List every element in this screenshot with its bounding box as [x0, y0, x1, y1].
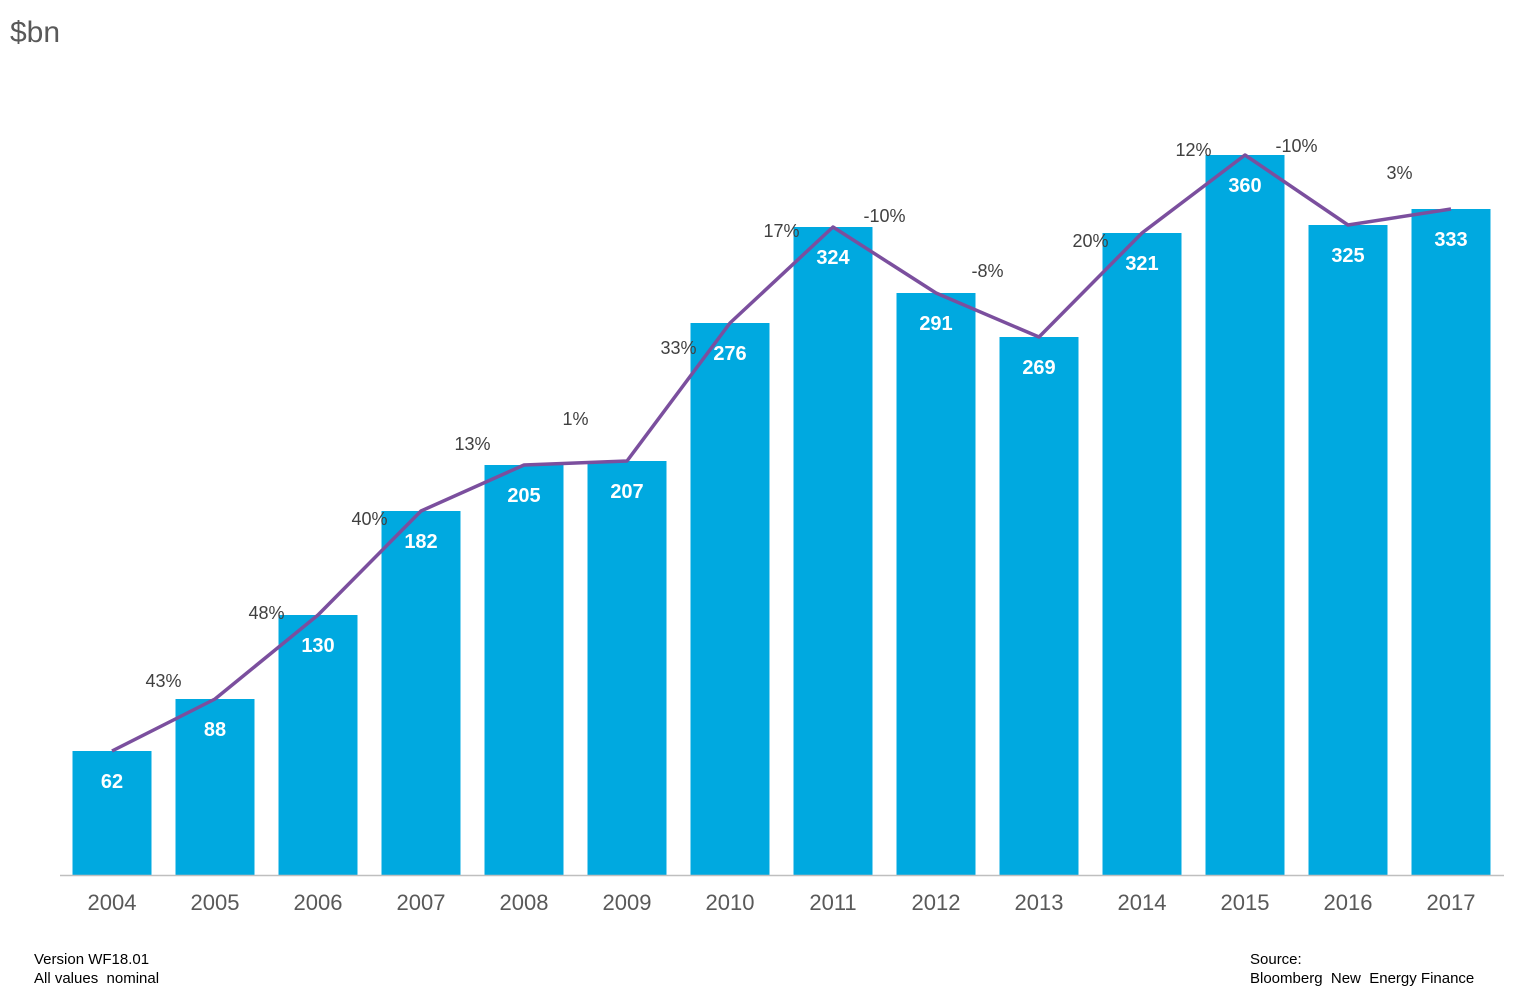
bar-2006 — [278, 615, 358, 875]
bar-value-label-2005: 88 — [204, 719, 226, 741]
bar-value-label-2011: 324 — [816, 247, 850, 269]
value-labels-group: 62 88 130 182 205 207 276 324 291 269 321 360 325 333 — [101, 175, 1468, 793]
x-tick-2012: 2012 — [912, 890, 961, 915]
bar-2015 — [1205, 155, 1285, 875]
x-tick-2009: 2009 — [603, 890, 652, 915]
bar-value-label-2004: 62 — [101, 771, 123, 793]
version-text: Version WF18.01 — [34, 951, 150, 968]
growth-labels-group: 43% 48% 40% 13% 1% 33% 17% -10% -8% 20% 12% -10% 3% — [145, 136, 1412, 691]
growth-label-2015: 12% — [1175, 140, 1211, 160]
x-tick-2014: 2014 — [1118, 890, 1167, 915]
bar-value-label-2012: 291 — [919, 313, 952, 335]
bar-2010 — [690, 323, 770, 875]
trend-line — [111, 153, 1452, 753]
growth-label-2016: -10% — [1275, 136, 1317, 156]
footer-notes: Version WF18.01 All values nominal — [34, 950, 159, 988]
bar-value-label-2016: 325 — [1331, 245, 1364, 267]
x-tick-2011: 2011 — [809, 890, 856, 915]
source-label: Source: — [1250, 951, 1302, 968]
bar-2013 — [999, 337, 1079, 875]
bar-2012 — [896, 293, 976, 875]
bar-2014 — [1102, 233, 1182, 875]
x-tick-2007: 2007 — [397, 890, 446, 915]
bar-2008 — [484, 465, 564, 875]
x-tick-2005: 2005 — [191, 890, 240, 915]
growth-label-2005: 43% — [145, 671, 181, 691]
bars-group — [72, 155, 1491, 875]
bar-value-label-2014: 321 — [1125, 253, 1158, 275]
bar-value-label-2007: 182 — [404, 531, 437, 553]
bar-value-label-2015: 360 — [1228, 175, 1261, 197]
x-axis: 2004 2005 2006 2007 2008 2009 2010 2011 2012 2013… — [60, 874, 1504, 915]
growth-label-2007: 40% — [351, 509, 387, 529]
bar-value-label-2013: 269 — [1022, 357, 1055, 379]
x-tick-2016: 2016 — [1324, 890, 1373, 915]
growth-label-2013: -8% — [971, 261, 1003, 281]
growth-label-2012: -10% — [863, 206, 905, 226]
trend-line-group — [111, 153, 1452, 753]
growth-label-2009: 1% — [562, 409, 588, 429]
bar-value-label-2009: 207 — [610, 481, 643, 503]
x-tick-2013: 2013 — [1015, 890, 1064, 915]
bar-2004 — [72, 751, 152, 875]
growth-label-2014: 20% — [1072, 231, 1108, 251]
growth-label-2006: 48% — [248, 603, 284, 623]
bar-2016 — [1308, 225, 1388, 875]
x-tick-2004: 2004 — [88, 890, 137, 915]
growth-label-2017: 3% — [1386, 163, 1412, 183]
values-note-text: All values nominal — [34, 970, 160, 987]
bar-value-label-2006: 130 — [301, 635, 334, 657]
growth-label-2011: 17% — [763, 221, 799, 241]
growth-label-2008: 13% — [454, 434, 490, 454]
unit-label: $bn — [10, 16, 61, 49]
bar-value-label-2017: 333 — [1434, 229, 1467, 251]
x-tick-2010: 2010 — [706, 890, 755, 915]
bar-value-label-2008: 205 — [507, 485, 540, 507]
source-notes: Source: Bloomberg New Energy Finance — [1250, 950, 1474, 988]
x-tick-2017: 2017 — [1427, 890, 1476, 915]
bar-2005 — [175, 699, 255, 875]
x-tick-2015: 2015 — [1221, 890, 1270, 915]
source-name: Bloomberg New Energy Finance — [1250, 970, 1475, 987]
investment-chart: 62 88 130 182 205 207 276 324 291 269 321 360 325 333… — [60, 136, 1504, 915]
x-tick-2006: 2006 — [294, 890, 343, 915]
bar-2007 — [381, 511, 461, 875]
bar-value-label-2010: 276 — [713, 343, 746, 365]
x-tick-2008: 2008 — [500, 890, 549, 915]
bar-2017 — [1411, 209, 1491, 875]
bar-2011 — [793, 227, 873, 875]
bar-2009 — [587, 461, 667, 875]
growth-label-2010: 33% — [660, 338, 696, 358]
